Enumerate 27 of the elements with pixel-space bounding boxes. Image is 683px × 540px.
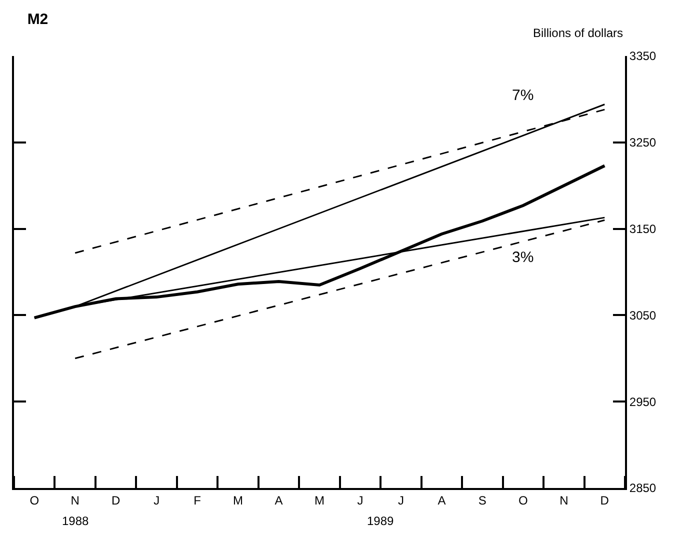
x-tick-label: A	[438, 493, 446, 508]
x-tick-label: N	[70, 493, 80, 508]
y-tick-label: 2950	[629, 394, 656, 409]
series-label: 3%	[512, 249, 534, 266]
x-tick-label: O	[30, 493, 40, 508]
x-tick-label: J	[154, 493, 160, 508]
y-tick-label: 3350	[629, 49, 656, 64]
x-tick-label: F	[194, 493, 201, 508]
chart-title: M2	[27, 11, 48, 28]
x-tick-label: D	[600, 493, 610, 508]
x-tick-label: D	[111, 493, 120, 508]
y-tick-label: 2850	[629, 481, 656, 496]
text: 1989	[367, 514, 394, 528]
x-tick-label: S	[478, 493, 486, 508]
x-tick-label: M	[314, 493, 324, 508]
x-tick-label: M	[233, 493, 244, 508]
y-axis-title: Billions of dollars	[533, 26, 624, 40]
x-tick-label: J	[398, 493, 404, 508]
x-tick-label: J	[357, 493, 364, 508]
x-tick-label: O	[518, 493, 528, 508]
y-tick-label: 3150	[629, 222, 656, 236]
x-tick-label: N	[560, 493, 568, 508]
x-tick-label: A	[274, 493, 283, 508]
y-tick-label: 3050	[629, 308, 656, 322]
y-tick-label: 3250	[629, 136, 656, 150]
text: 1988	[62, 514, 90, 528]
series-label: 7%	[512, 87, 534, 104]
